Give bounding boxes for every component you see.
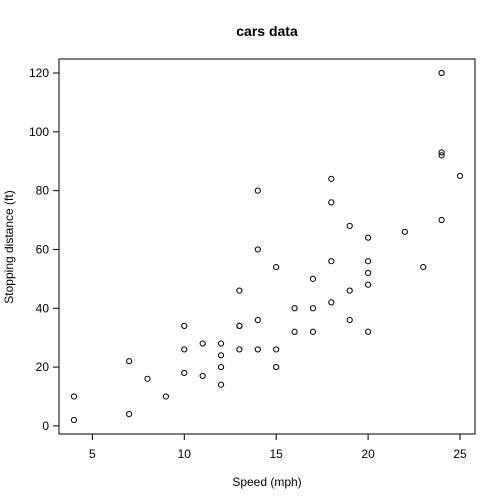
data-point (254, 246, 261, 253)
data-point (346, 316, 353, 324)
data-point (346, 222, 353, 230)
data-point (144, 375, 151, 382)
x-axis: 5 10 15 20 25 (89, 434, 467, 461)
y-axis-label: Stopping distance (ft) (2, 190, 16, 303)
data-point (291, 328, 298, 335)
data-point (181, 369, 188, 377)
data-point (254, 187, 261, 194)
data-point (420, 263, 427, 271)
y-axis: 0 20 40 60 80 100 120 (29, 66, 59, 433)
data-point (364, 328, 372, 335)
data-point (328, 299, 335, 306)
plot-box (58, 58, 476, 435)
data-point (328, 258, 335, 265)
data-point (254, 346, 261, 353)
data-point (438, 69, 445, 77)
data-point (70, 393, 78, 400)
data-point (236, 322, 243, 329)
data-point (364, 234, 372, 241)
y-tick-label: 40 (36, 301, 50, 315)
data-point (181, 322, 188, 329)
data-point (199, 372, 206, 379)
data-point (328, 199, 335, 206)
data-point (126, 411, 133, 418)
data-points (70, 69, 464, 424)
data-point (346, 287, 353, 294)
data-point (181, 346, 188, 353)
data-point (254, 316, 261, 324)
data-point (309, 305, 317, 312)
data-point (273, 363, 280, 371)
data-point (456, 172, 464, 180)
data-point (328, 175, 335, 182)
data-point (217, 381, 225, 388)
data-point (309, 275, 317, 282)
y-tick-label: 100 (29, 125, 49, 139)
data-point (162, 393, 170, 400)
data-point (401, 228, 408, 235)
data-point (217, 340, 225, 347)
x-tick-label: 10 (178, 447, 192, 461)
data-point (438, 152, 445, 159)
data-point (70, 416, 78, 424)
y-tick-label: 80 (36, 184, 50, 198)
data-point (273, 263, 280, 271)
data-point (364, 281, 372, 288)
data-point (217, 352, 225, 359)
data-point (364, 258, 372, 265)
data-point (236, 346, 243, 353)
data-point (126, 358, 133, 365)
data-point (438, 216, 445, 224)
chart-title: cars data (236, 23, 298, 39)
data-point (364, 269, 372, 277)
data-point (217, 363, 225, 371)
y-tick-label: 60 (36, 242, 50, 256)
x-tick-label: 15 (270, 447, 284, 461)
x-axis-label: Speed (mph) (232, 475, 301, 489)
data-point (236, 287, 243, 294)
data-point (438, 149, 445, 156)
data-point (273, 346, 280, 353)
x-tick-label: 20 (361, 447, 375, 461)
y-tick-label: 120 (29, 66, 49, 80)
data-point (291, 305, 298, 312)
x-tick-label: 5 (89, 447, 96, 461)
data-point (309, 328, 317, 335)
y-tick-label: 0 (42, 419, 49, 433)
x-tick-label: 25 (453, 447, 467, 461)
y-tick-label: 20 (36, 360, 50, 374)
data-point (199, 340, 206, 347)
